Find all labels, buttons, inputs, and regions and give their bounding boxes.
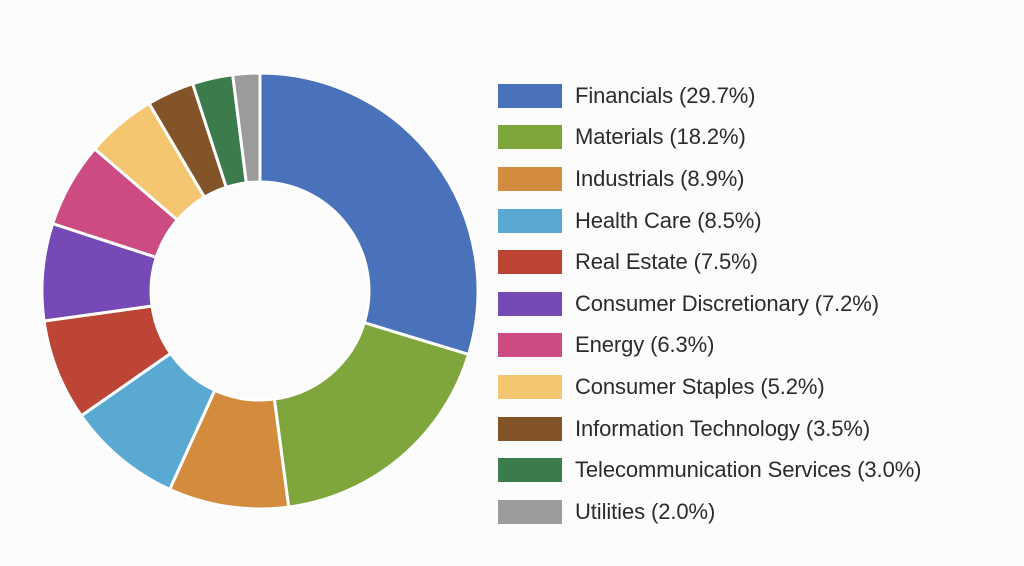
legend-item-health-care[interactable]: Health Care (8.5%) xyxy=(498,200,921,242)
legend-label: Consumer Discretionary (7.2%) xyxy=(575,290,879,316)
legend-item-energy[interactable]: Energy (6.3%) xyxy=(498,325,921,367)
legend-swatch xyxy=(498,83,562,108)
legend-swatch xyxy=(498,291,562,316)
legend-item-consumer-staples[interactable]: Consumer Staples (5.2%) xyxy=(498,366,921,408)
legend-label: Telecommunication Services (3.0%) xyxy=(575,457,922,483)
legend-item-real-estate[interactable]: Real Estate (7.5%) xyxy=(498,241,921,283)
slice-materials[interactable] xyxy=(272,321,471,509)
legend-label: Health Care (8.5%) xyxy=(575,207,762,233)
legend-item-consumer-discretionary[interactable]: Consumer Discretionary (7.2%) xyxy=(498,283,921,325)
slice-utilities[interactable] xyxy=(231,71,262,185)
legend-label: Financials (29.7%) xyxy=(575,82,756,108)
donut-chart-plot xyxy=(40,71,480,511)
legend-swatch xyxy=(498,499,562,524)
slice-financials[interactable] xyxy=(258,71,480,356)
legend-label: Real Estate (7.5%) xyxy=(575,249,758,275)
legend-item-financials[interactable]: Financials (29.7%) xyxy=(498,75,921,117)
legend-swatch xyxy=(498,458,562,483)
chart-legend: Financials (29.7%) Materials (18.2%) Indus… xyxy=(498,75,922,533)
legend-swatch xyxy=(498,416,562,441)
legend-item-telecommunication-services[interactable]: Telecommunication Services (3.0%) xyxy=(498,449,922,491)
legend-swatch xyxy=(498,374,562,399)
legend-swatch xyxy=(498,166,562,191)
legend-swatch xyxy=(498,208,562,233)
legend-label: Consumer Staples (5.2%) xyxy=(575,373,825,399)
legend-item-utilities[interactable]: Utilities (2.0%) xyxy=(498,491,921,533)
legend-label: Information Technology (3.5%) xyxy=(575,415,871,441)
legend-label: Utilities (2.0%) xyxy=(575,498,716,524)
legend-item-information-technology[interactable]: Information Technology (3.5%) xyxy=(498,408,921,450)
legend-label: Materials (18.2%) xyxy=(575,124,746,150)
legend-item-industrials[interactable]: Industrials (8.9%) xyxy=(498,158,921,200)
legend-swatch xyxy=(498,250,562,275)
legend-swatch xyxy=(498,333,562,358)
legend-label: Energy (6.3%) xyxy=(575,332,715,358)
legend-item-materials[interactable]: Materials (18.2%) xyxy=(498,117,921,159)
legend-label: Industrials (8.9%) xyxy=(575,165,745,191)
donut-slices xyxy=(40,71,480,511)
legend-swatch xyxy=(498,125,562,150)
